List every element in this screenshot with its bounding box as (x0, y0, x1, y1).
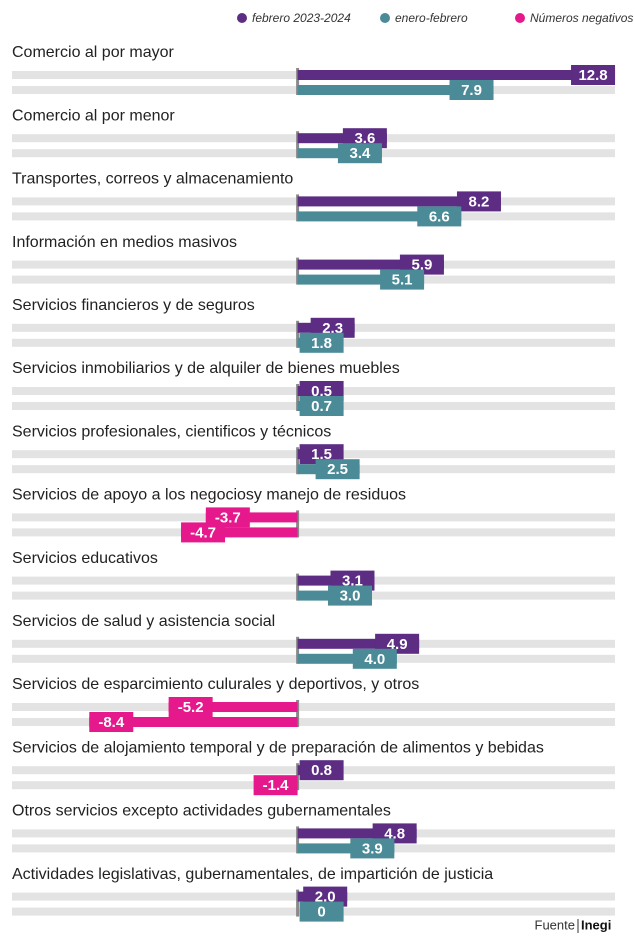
value-label: 3.6 (354, 130, 375, 147)
category-label: Servicios de alojamiento temporal y de p… (12, 739, 544, 756)
source: Fuente (535, 917, 575, 932)
value-label-box (168, 697, 213, 717)
track (12, 781, 615, 790)
category-label: Servicios de apoyo a los negociosy manej… (12, 487, 406, 504)
category-label: Servicios de salud y asistencia social (12, 613, 275, 630)
value-label: 4.0 (364, 651, 385, 668)
legend-label: Números negativos (530, 11, 633, 25)
legend-label: enero-febrero (395, 11, 468, 25)
value-label-box (417, 206, 462, 227)
category-label: Comercio al por menor (12, 107, 175, 124)
value-label-box (299, 396, 344, 416)
value-label: 2.3 (322, 320, 343, 337)
category-label: Servicios profesionales, cientificos y t… (12, 423, 331, 440)
value-label-box (328, 585, 372, 606)
value-label-box (299, 760, 344, 781)
category-label: Servicios educativos (12, 550, 158, 567)
bar (297, 133, 387, 144)
value-label: 0.7 (311, 398, 332, 415)
value-label: 8.2 (469, 193, 490, 210)
bar (297, 70, 616, 80)
bar (297, 211, 462, 222)
value-label-box (571, 65, 616, 85)
value-label: 5.1 (392, 272, 413, 289)
value-label-box (89, 712, 134, 732)
value-label-box (299, 901, 344, 922)
value-label: 1.8 (311, 335, 332, 352)
value-label: 3.4 (349, 145, 371, 162)
bar (297, 843, 395, 854)
track (12, 703, 615, 711)
category-label: Servicios inmobiliarios y de alquiler de… (12, 360, 400, 377)
track (12, 513, 615, 522)
bar (168, 702, 298, 712)
value-label: 3.0 (340, 588, 361, 605)
category-label: Servicios de esparcimiento culurales y d… (12, 676, 419, 693)
bar (297, 828, 417, 839)
value-label: 2.0 (315, 889, 336, 906)
value-label: -5.2 (178, 699, 204, 716)
value-label: 4.9 (387, 636, 408, 653)
value-label: 0 (317, 904, 325, 921)
category-label: Servicios financieros y de seguros (12, 297, 255, 314)
track (12, 718, 615, 726)
value-label: 0.5 (311, 383, 332, 400)
value-label: 3.9 (362, 840, 383, 857)
value-label: 5.9 (411, 257, 432, 274)
value-label: 2.5 (327, 461, 348, 478)
legend-swatch (380, 13, 390, 23)
value-label-box (181, 522, 226, 543)
source-name: Inegi (581, 917, 611, 932)
value-label: 1.5 (311, 446, 332, 463)
track (12, 528, 615, 537)
bar (297, 196, 501, 207)
value-label-box (315, 459, 360, 480)
value-label: -1.4 (263, 777, 290, 794)
value-label: 12.8 (578, 67, 607, 84)
value-label-box (350, 838, 395, 859)
category-label: Comercio al por mayor (12, 44, 175, 61)
value-label-box (337, 143, 382, 164)
bar (89, 717, 298, 727)
value-label-box (456, 191, 501, 212)
category-label: Otros servicios excepto actividades gube… (12, 803, 391, 820)
value-label-box (449, 80, 494, 100)
bar (297, 85, 494, 95)
bar (297, 259, 444, 270)
category-label: Actividades legislativas, gubernamentale… (12, 866, 493, 883)
value-label: 7.9 (461, 82, 482, 99)
value-label-box (299, 332, 344, 353)
value-label: -3.7 (215, 509, 241, 526)
bar (297, 638, 420, 649)
category-label: Información en medios masivos (12, 234, 237, 251)
bar (297, 653, 397, 664)
bar (181, 527, 298, 538)
value-label-box (253, 775, 298, 796)
value-label: 4.8 (384, 825, 405, 842)
bar (297, 274, 425, 285)
value-label: -4.7 (190, 524, 216, 541)
bar (205, 512, 298, 523)
value-label: 0.8 (311, 762, 332, 779)
category-label: Transportes, correos y almacenamiento (12, 171, 293, 188)
value-label-box (380, 269, 425, 290)
legend-swatch (237, 13, 247, 23)
value-label: 3.1 (342, 573, 363, 590)
value-label: 6.6 (429, 208, 450, 225)
value-label: -8.4 (98, 714, 125, 731)
value-label-box (352, 648, 397, 669)
legend-label: febrero 2023-2024 (252, 11, 351, 25)
legend-swatch (515, 13, 525, 23)
